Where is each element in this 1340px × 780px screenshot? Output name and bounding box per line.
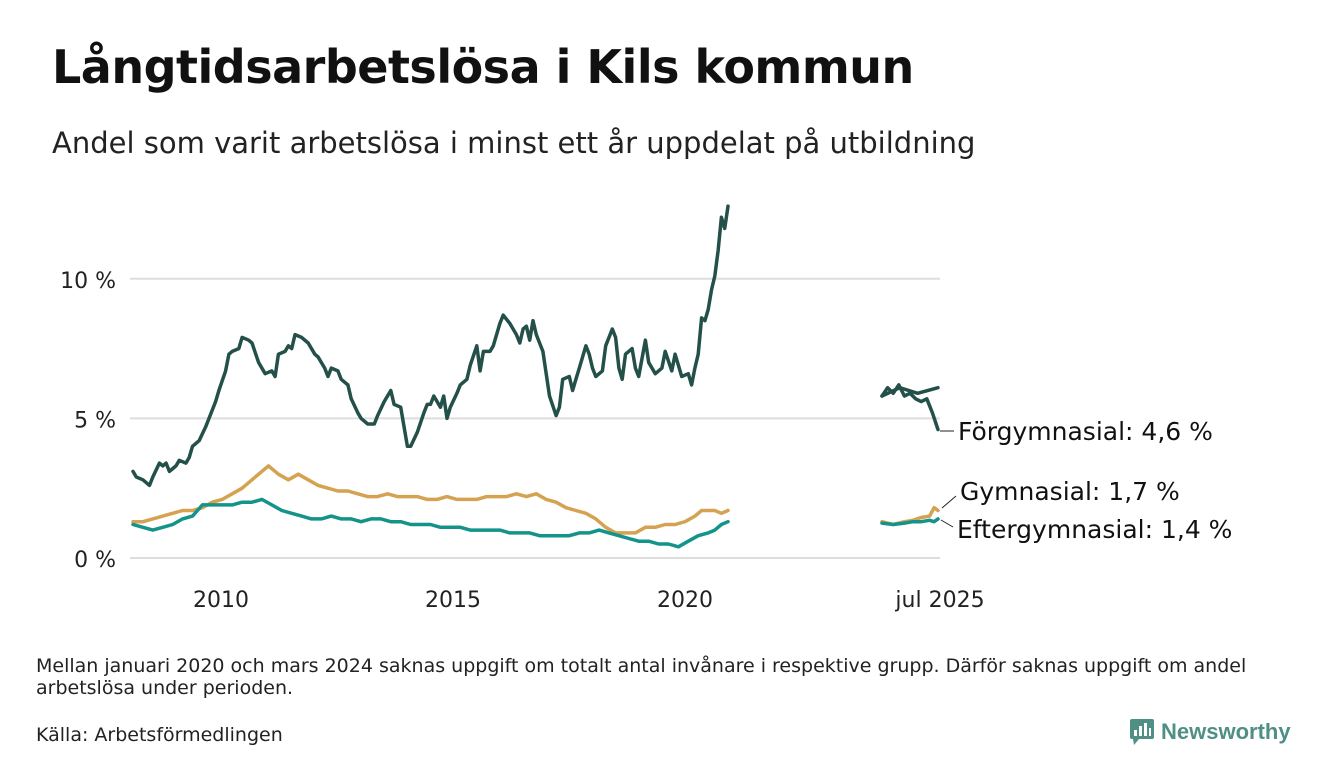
x-axis-ticks: 2010 2015 2020 jul 2025 [193,588,985,613]
source-text: Källa: Arbetsförmedlingen [36,724,283,746]
chart-subtitle: Andel som varit arbetslösa i minst ett å… [52,126,976,160]
end-label-eftergymnasial: Eftergymnasial: 1,4 % [957,515,1232,544]
newsworthy-logo-icon [1130,719,1154,745]
x-tick-label: 2020 [657,588,713,613]
leader-line [940,519,954,528]
series-line-gymnasial [131,464,730,535]
end-label-gymnasial: Gymnasial: 1,7 % [960,477,1180,506]
end-label-forgymnasial: Förgymnasial: 4,6 % [958,417,1213,446]
y-tick-label: 5 % [74,408,116,433]
y-tick-label: 0 % [74,548,116,573]
x-tick-label: 2015 [425,588,481,613]
chart-title: Långtidsarbetslösa i Kils kommun [52,40,914,94]
series-line-forgymnasial [131,204,730,488]
series-line-eftergymnasial [131,497,730,549]
series-lines [131,204,940,549]
leader-line [941,495,957,509]
line-chart: 0 % 5 % 10 % 2010 2015 2020 jul 2025 Förgymna… [60,204,1232,613]
series-tail-eftergymnasial [880,517,940,527]
x-tick-label: 2010 [193,588,249,613]
footnote: Mellan januari 2020 och mars 2024 saknas… [36,655,1247,699]
brand-name: Newsworthy [1161,719,1291,744]
grid-lines [130,277,940,559]
end-labels: Förgymnasial: 4,6 % Gymnasial: 1,7 % Efter… [940,417,1232,544]
y-tick-label: 10 % [60,269,116,294]
x-tick-label: jul 2025 [894,588,984,613]
series-tail-forgymnasial [880,383,940,432]
y-axis-ticks: 0 % 5 % 10 % [60,269,116,573]
brand-logo[interactable]: Newsworthy [1129,718,1291,746]
